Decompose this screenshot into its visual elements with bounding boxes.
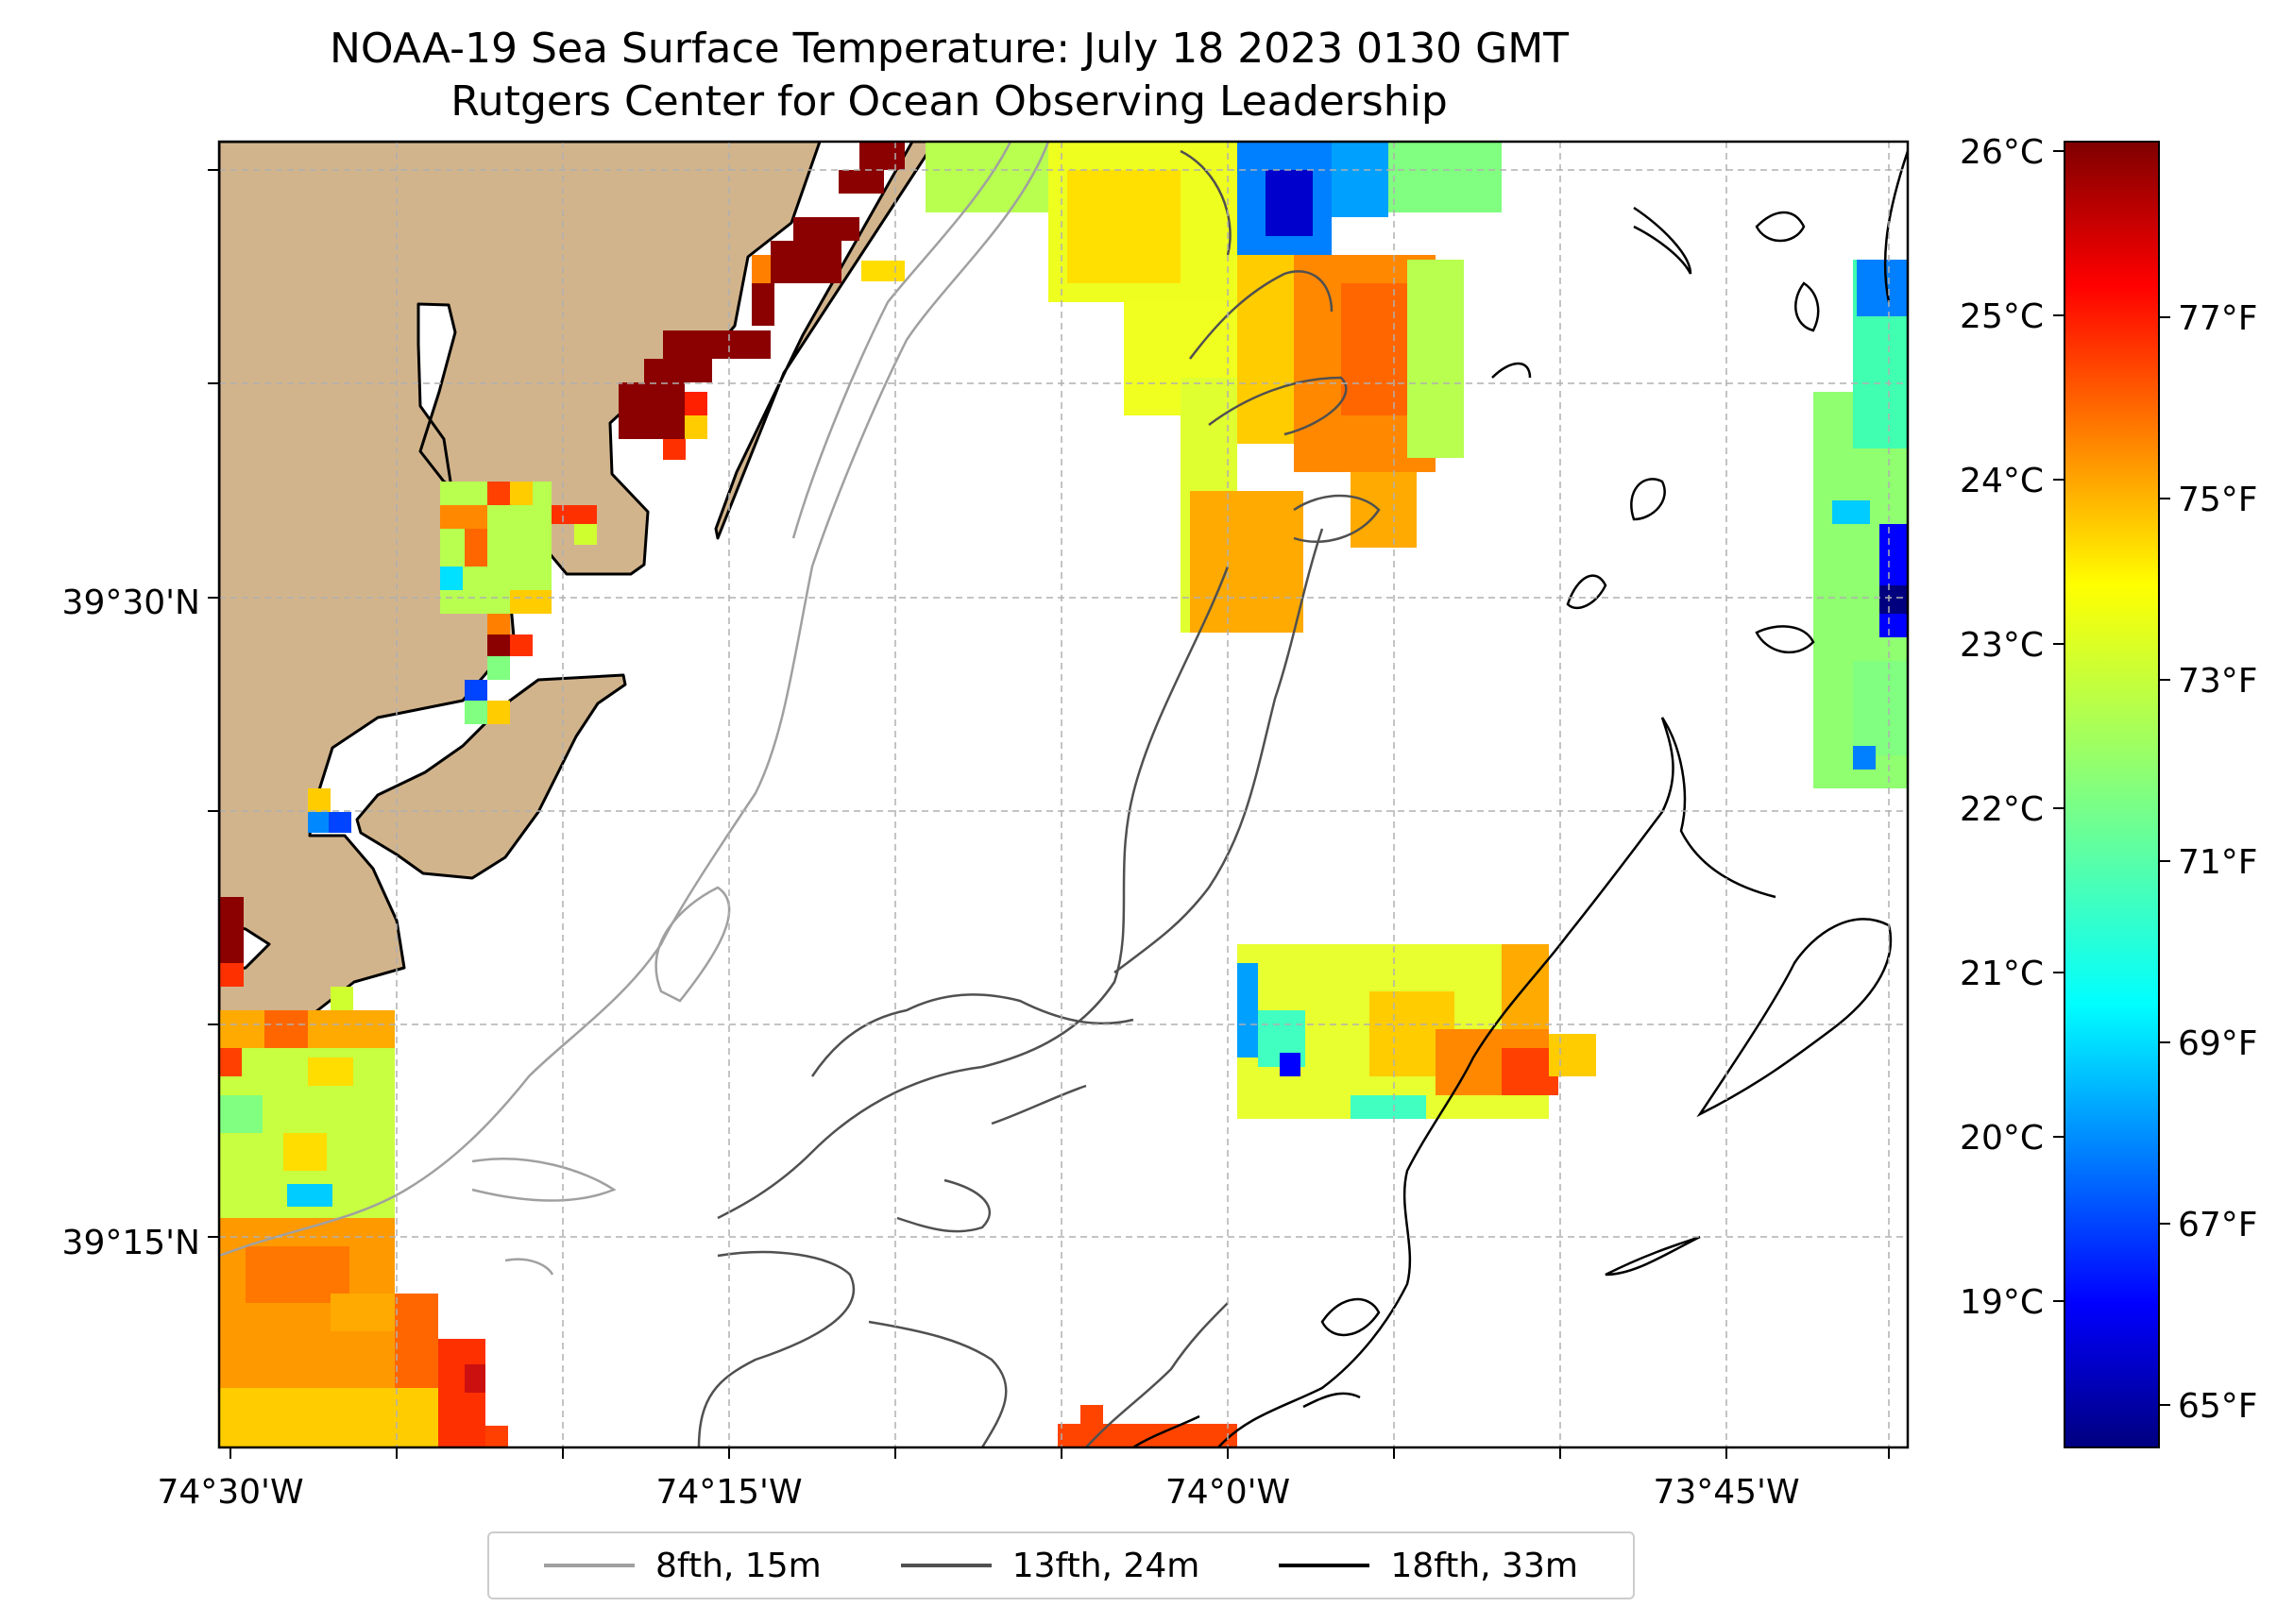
colorbar-ticks xyxy=(2053,150,2170,1406)
colorbar-celsius-label: 24°C xyxy=(1960,462,2044,500)
chart-subtitle: Rutgers Center for Ocean Observing Leade… xyxy=(450,77,1448,126)
chart-title: NOAA-19 Sea Surface Temperature: July 18… xyxy=(329,25,1570,73)
sst-pixels xyxy=(219,142,1908,1447)
lon-label: 74°15'W xyxy=(655,1473,802,1512)
map-ticks xyxy=(208,169,1890,1459)
colorbar-fahrenheit-label: 75°F xyxy=(2178,481,2258,519)
contour-legend: 8fth, 15m 13fth, 24m 18fth, 33m xyxy=(487,1531,1635,1599)
legend-entry-13fth: 13fth, 24m xyxy=(900,1546,1200,1585)
colorbar-celsius-label: 25°C xyxy=(1960,297,2044,336)
colorbar-fahrenheit-label: 73°F xyxy=(2178,662,2258,701)
legend-label: 18fth, 33m xyxy=(1390,1546,1578,1585)
lon-label: 73°45'W xyxy=(1653,1473,1799,1512)
colorbar-fahrenheit-label: 67°F xyxy=(2178,1206,2258,1244)
legend-entry-18fth: 18fth, 33m xyxy=(1279,1547,1578,1585)
colorbar xyxy=(2064,141,2160,1448)
lat-label: 39°15'N xyxy=(62,1224,200,1262)
colorbar-celsius-label: 19°C xyxy=(1960,1283,2044,1322)
lon-label: 74°30'W xyxy=(157,1473,303,1512)
legend-label: 8fth, 15m xyxy=(655,1546,822,1585)
legend-line-icon xyxy=(900,1564,992,1567)
colorbar-fahrenheit-label: 71°F xyxy=(2178,843,2258,882)
legend-line-icon xyxy=(544,1564,636,1567)
colorbar-fahrenheit-label: 65°F xyxy=(2178,1387,2258,1426)
colorbar-fahrenheit-label: 69°F xyxy=(2178,1024,2258,1063)
colorbar-celsius-label: 20°C xyxy=(1960,1119,2044,1158)
contour-13fth xyxy=(697,149,1381,1447)
legend-line-icon xyxy=(1279,1564,1370,1567)
lon-label: 74°0'W xyxy=(1165,1473,1290,1512)
colorbar-celsius-label: 26°C xyxy=(1960,133,2044,172)
colorbar-celsius-label: 22°C xyxy=(1960,790,2044,829)
legend-entry-8fth: 8fth, 15m xyxy=(544,1547,822,1585)
lat-label: 39°30'N xyxy=(62,584,200,622)
colorbar-fahrenheit-label: 77°F xyxy=(2178,299,2258,338)
map-frame xyxy=(217,140,1910,1449)
gridlines xyxy=(219,142,1908,1447)
colorbar-celsius-label: 21°C xyxy=(1960,955,2044,993)
legend-label: 13fth, 24m xyxy=(1011,1546,1200,1585)
contour-8fth xyxy=(219,142,1050,1276)
colorbar-celsius-label: 23°C xyxy=(1960,626,2044,665)
